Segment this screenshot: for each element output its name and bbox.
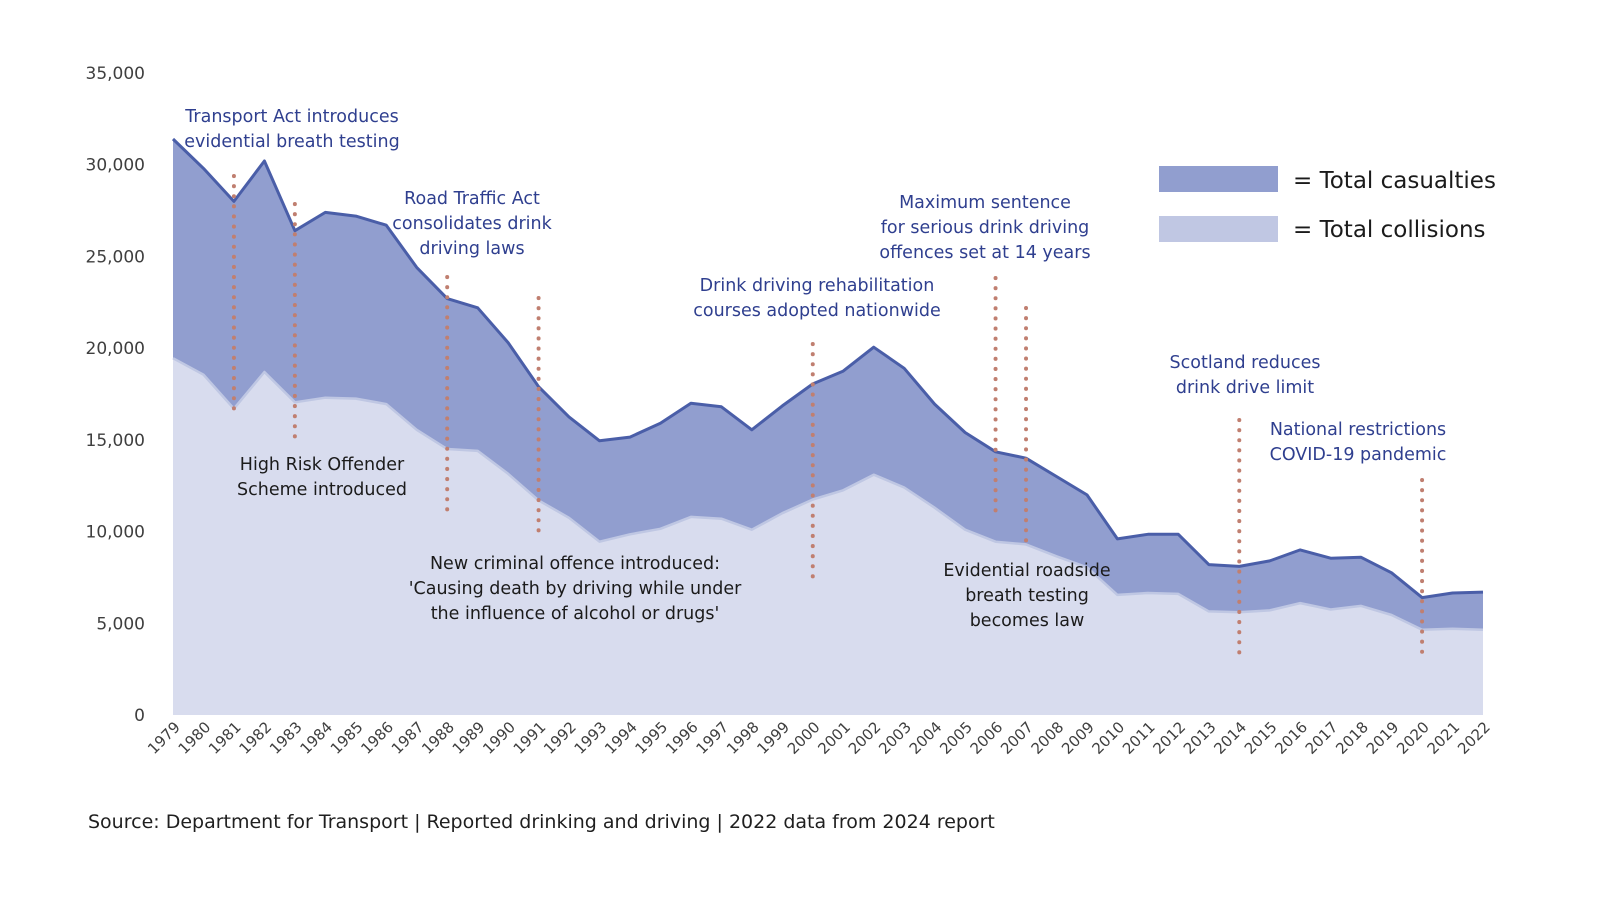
x-tick-label: 1990 (479, 718, 519, 758)
x-tick-label: 2008 (1028, 718, 1068, 758)
annotation-line: National restrictions (1270, 420, 1446, 440)
annotation-line: driving laws (419, 239, 524, 259)
legend-swatch-collisions (1159, 216, 1278, 242)
x-tick-label: 2019 (1363, 718, 1403, 758)
legend: = Total casualties = Total collisions (1159, 166, 1496, 243)
x-tick-label: 1981 (205, 718, 245, 758)
annotation-line: 'Causing death by driving while under (409, 579, 742, 599)
x-tick-label: 2013 (1180, 718, 1220, 758)
x-tick-label: 1984 (296, 718, 336, 758)
x-tick-label: 1983 (266, 718, 306, 758)
x-tick-label: 1985 (327, 718, 367, 758)
x-axis: 1979198019811982198319841985198619871988… (144, 718, 1494, 758)
x-tick-label: 1991 (510, 718, 550, 758)
y-tick-label: 25,000 (86, 247, 145, 267)
x-tick-label: 2017 (1302, 718, 1342, 758)
casualties-line (171, 137, 1484, 600)
x-tick-label: 1998 (723, 718, 763, 758)
x-tick-label: 1995 (632, 718, 672, 758)
annotation-line: becomes law (970, 611, 1085, 631)
annotation-high-risk-offender: High Risk Offender Scheme introduced (237, 455, 407, 500)
legend-swatch-casualties (1159, 166, 1278, 192)
x-tick-label: 1993 (571, 718, 611, 758)
x-tick-label: 2002 (845, 718, 885, 758)
annotation-line: Evidential roadside (943, 561, 1110, 581)
annotation-line: COVID-19 pandemic (1270, 445, 1447, 465)
x-tick-label: 2021 (1424, 718, 1464, 758)
annotation-maximum-sentence: Maximum sentence for serious drink drivin… (879, 193, 1090, 263)
annotation-scotland-limit: Scotland reduces drink drive limit (1170, 353, 1321, 398)
x-tick-label: 1994 (601, 718, 641, 758)
x-tick-label: 2000 (784, 718, 824, 758)
x-tick-label: 2014 (1210, 718, 1250, 758)
annotation-line: courses adopted nationwide (693, 301, 941, 321)
y-tick-label: 0 (134, 706, 145, 726)
x-tick-label: 1987 (388, 718, 428, 758)
y-axis: 0 5,000 10,000 15,000 20,000 25,000 30,000 35,0… (86, 64, 145, 726)
x-tick-label: 2012 (1149, 718, 1189, 758)
annotation-line: New criminal offence introduced: (430, 554, 720, 574)
annotation-transport-act: Transport Act introduces evidential breat… (184, 107, 399, 152)
x-tick-label: 2007 (997, 718, 1037, 758)
x-tick-label: 1992 (540, 718, 580, 758)
annotation-line: Drink driving rehabilitation (700, 276, 935, 296)
x-tick-label: 1999 (753, 718, 793, 758)
x-tick-label: 2011 (1119, 718, 1159, 758)
x-tick-label: 1986 (357, 718, 397, 758)
x-tick-label: 2022 (1454, 718, 1494, 758)
source-note: Source: Department for Transport | Repor… (88, 811, 995, 833)
y-tick-label: 5,000 (96, 614, 145, 634)
x-tick-label: 2001 (814, 718, 854, 758)
annotation-line: Transport Act introduces (184, 107, 398, 127)
annotation-line: the influence of alcohol or drugs' (431, 604, 720, 624)
y-tick-label: 35,000 (86, 64, 145, 84)
annotation-line: evidential breath testing (184, 132, 399, 152)
legend-label-casualties: = Total casualties (1293, 168, 1496, 194)
x-tick-label: 1988 (418, 718, 458, 758)
annotation-covid-restrictions: National restrictions COVID-19 pandemic (1270, 420, 1447, 465)
collisions-line (172, 357, 1484, 631)
event-marker-layer (231, 174, 1425, 660)
x-tick-label: 2004 (906, 718, 946, 758)
x-tick-label: 2009 (1058, 718, 1098, 758)
x-tick-label: 1979 (144, 718, 184, 758)
annotation-line: Maximum sentence (899, 193, 1071, 213)
y-tick-label: 10,000 (86, 523, 145, 543)
annotation-line: Scheme introduced (237, 480, 407, 500)
annotation-line: Road Traffic Act (404, 189, 540, 209)
annotation-road-traffic-act: Road Traffic Act consolidates drink drivin… (392, 189, 552, 259)
collisions-area (173, 358, 1483, 715)
annotation-line: Scotland reduces (1170, 353, 1321, 373)
y-tick-label: 30,000 (86, 156, 145, 176)
x-tick-label: 1980 (175, 718, 215, 758)
x-tick-label: 2016 (1271, 718, 1311, 758)
annotation-line: breath testing (965, 586, 1089, 606)
x-tick-label: 1989 (449, 718, 489, 758)
x-tick-label: 2018 (1332, 718, 1372, 758)
annotation-roadside-breath-testing: Evidential roadside breath testing becomes… (943, 561, 1110, 631)
y-tick-label: 15,000 (86, 431, 145, 451)
x-tick-label: 2020 (1393, 718, 1433, 758)
x-tick-label: 2005 (936, 718, 976, 758)
x-tick-label: 1982 (235, 718, 275, 758)
x-tick-label: 2006 (967, 718, 1007, 758)
annotation-line: offences set at 14 years (879, 243, 1090, 263)
legend-label-collisions: = Total collisions (1293, 217, 1486, 243)
x-tick-label: 1997 (692, 718, 732, 758)
x-tick-label: 2010 (1089, 718, 1129, 758)
annotation-rehabilitation-courses: Drink driving rehabilitation courses adop… (693, 276, 941, 321)
x-tick-label: 1996 (662, 718, 702, 758)
x-tick-label: 2015 (1241, 718, 1281, 758)
annotation-line: for serious drink driving (881, 218, 1090, 238)
area-layer (171, 137, 1484, 715)
annotation-line: drink drive limit (1176, 378, 1314, 398)
annotation-layer: Transport Act introduces evidential breat… (184, 107, 1446, 631)
annotation-line: consolidates drink (392, 214, 552, 234)
y-tick-label: 20,000 (86, 339, 145, 359)
annotation-line: High Risk Offender (240, 455, 405, 475)
x-tick-label: 2003 (875, 718, 915, 758)
annotation-new-criminal-offence: New criminal offence introduced: 'Causing… (409, 554, 742, 624)
